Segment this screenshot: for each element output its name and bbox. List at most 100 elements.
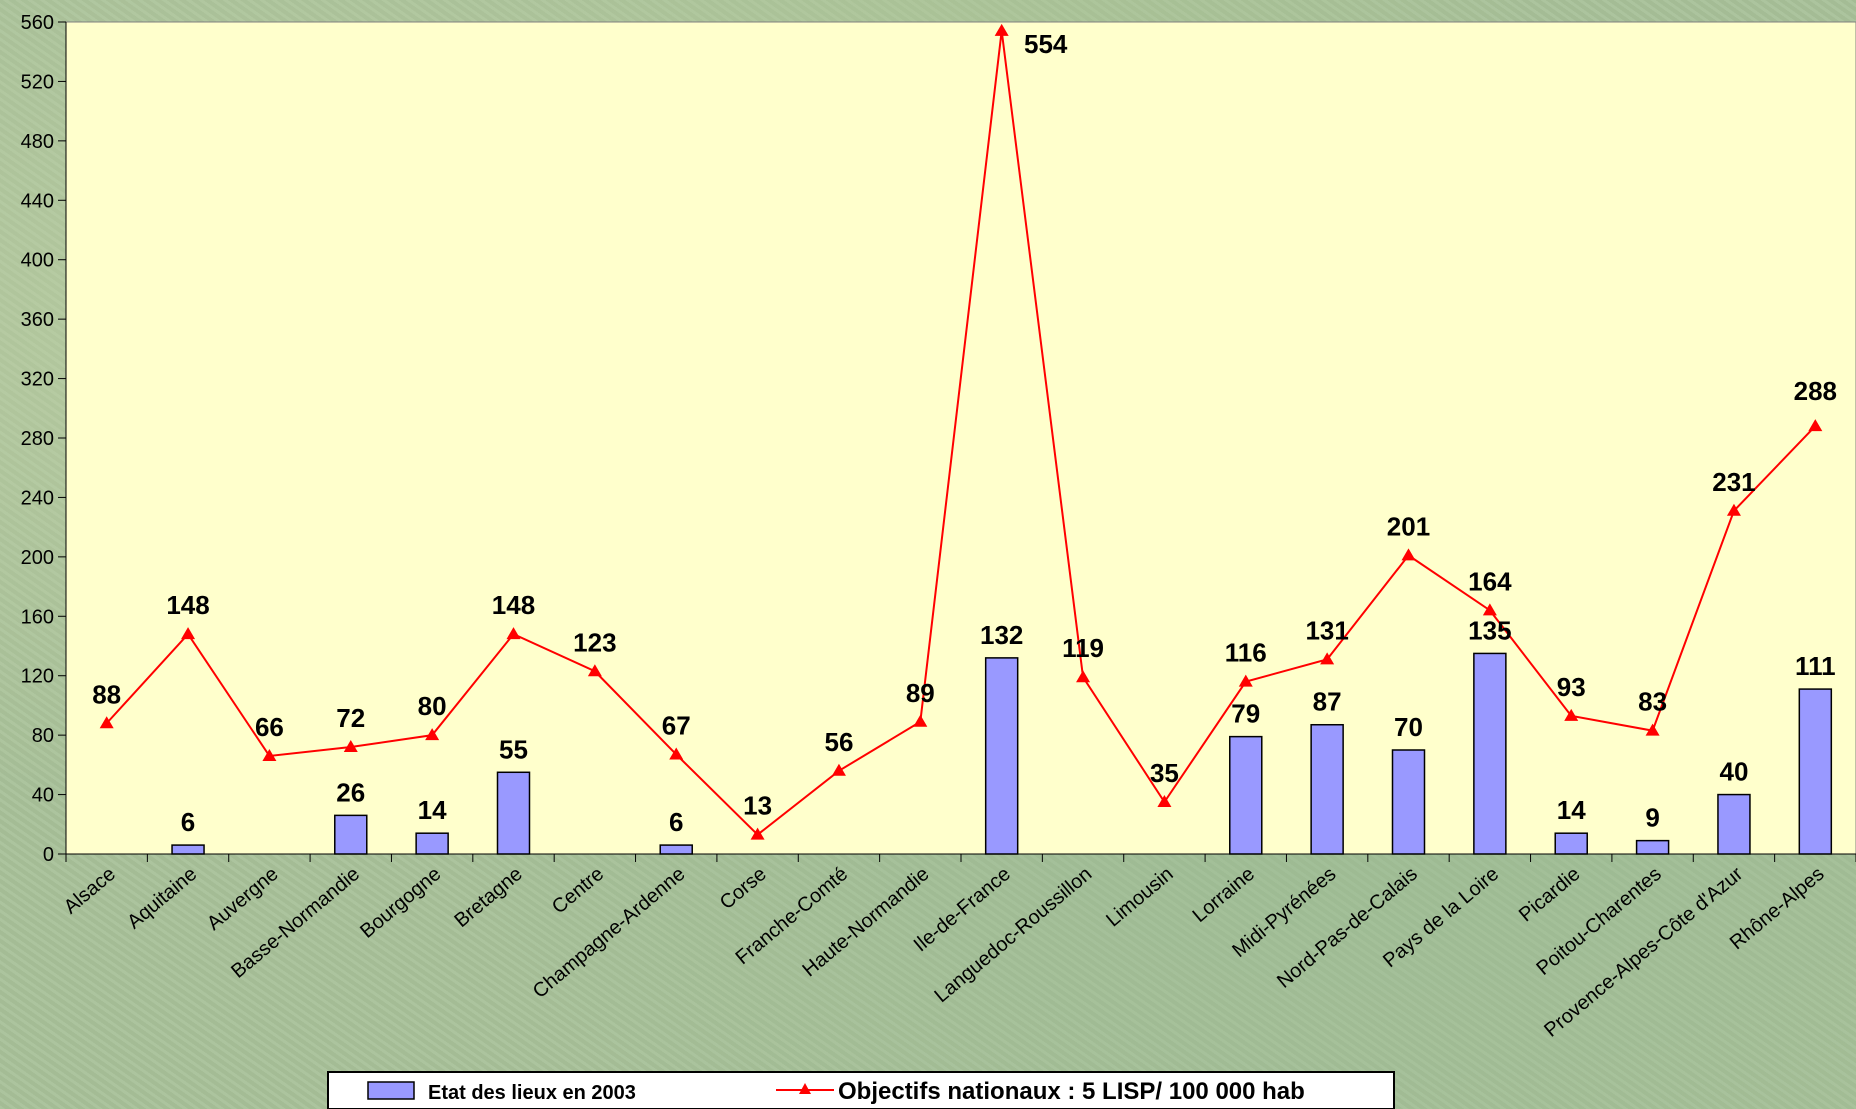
line-marker	[750, 827, 765, 840]
y-tick-label: 520	[21, 71, 54, 93]
line-value-label: 231	[1712, 467, 1755, 497]
y-tick-label: 360	[21, 309, 54, 331]
line-value-label: 93	[1557, 672, 1586, 702]
line-value-label: 123	[573, 627, 616, 657]
line-marker	[1320, 652, 1335, 665]
line-marker	[1808, 419, 1823, 432]
y-tick-label: 320	[21, 369, 54, 391]
y-tick-label: 480	[21, 131, 54, 153]
y-tick-label: 160	[21, 606, 54, 628]
y-tick-label: 120	[21, 666, 54, 688]
y-tick-label: 80	[32, 725, 54, 747]
line-value-label: 67	[662, 710, 691, 740]
line-marker	[994, 23, 1009, 36]
legend-box	[327, 1071, 1395, 1109]
line-value-label: 554	[1024, 29, 1068, 59]
bar	[1717, 793, 1751, 855]
bar	[334, 814, 368, 855]
bar-value-label: 79	[1231, 699, 1260, 729]
bar	[1798, 688, 1833, 855]
bar	[1310, 723, 1344, 855]
x-axis: Alsace Aquitaine AuvergneBasse-NormandieBo…	[60, 853, 1856, 1042]
bar-value-label: 6	[669, 807, 683, 837]
bar	[1473, 652, 1507, 855]
line-marker	[181, 627, 196, 640]
x-tick-label: Alsace	[60, 863, 120, 918]
line-marker	[1157, 795, 1172, 807]
x-tick-label: Centre	[548, 863, 608, 918]
line-marker	[587, 664, 602, 677]
bar-value-label: 40	[1719, 757, 1748, 787]
line-marker	[262, 748, 277, 761]
line-value-label: 80	[418, 691, 447, 721]
y-tick-label: 560	[21, 12, 54, 34]
legend-line-label: Objectifs nationaux : 5 LISP/ 100 000 ha…	[838, 1078, 1305, 1105]
x-tick-label: Limousin	[1102, 863, 1177, 931]
bar	[1554, 832, 1588, 855]
objectives-line	[105, 30, 1817, 837]
line-value-label: 88	[92, 679, 121, 709]
line-marker	[831, 763, 846, 776]
bar	[496, 771, 531, 855]
line-marker	[669, 747, 684, 760]
line-value-label: 201	[1387, 511, 1430, 541]
line-value-label: 288	[1794, 376, 1837, 406]
x-tick-label: Auvergne	[203, 863, 283, 935]
line-value-label: 89	[906, 678, 935, 708]
bar-value-label: 135	[1468, 615, 1511, 645]
data-labels: 6 26 14 55 6 132 79 87 70 135 14 9 40 111 88 148 66 72 80 1…	[92, 29, 1837, 837]
line-marker	[343, 740, 358, 753]
bar-value-label: 26	[336, 777, 365, 807]
bar	[1391, 749, 1426, 855]
line-value-label: 13	[743, 791, 772, 821]
line-marker	[425, 728, 440, 741]
bar	[1229, 735, 1263, 855]
plot-area	[65, 21, 1856, 855]
y-axis: 0 40 80 120 160 200 240 280 320 360 400 440 480 520 56…	[21, 12, 67, 866]
y-tick-label: 200	[21, 547, 54, 569]
bar-value-label: 132	[980, 620, 1023, 650]
line-value-label: 72	[336, 703, 365, 733]
x-tick-label: Lorraine	[1189, 863, 1259, 927]
bar	[984, 657, 1019, 855]
bar-value-label: 55	[499, 734, 528, 764]
line-marker	[1564, 708, 1579, 721]
y-tick-label: 400	[21, 250, 54, 272]
line-value-label: 131	[1305, 615, 1348, 645]
x-tick-label: Aquitaine	[123, 863, 201, 933]
line-value-label: 164	[1468, 566, 1512, 596]
bar	[1635, 839, 1670, 855]
line-marker	[99, 716, 114, 729]
x-tick-label: Champagne-Ardenne	[529, 863, 690, 1003]
line-value-label: 66	[255, 712, 284, 742]
line-marker	[913, 714, 928, 727]
x-tick-label: Languedoc-Roussillon	[931, 863, 1097, 1007]
bar	[171, 844, 205, 855]
line-marker	[1726, 503, 1741, 516]
line-value-label: 148	[492, 590, 535, 620]
x-tick-label: Bourgogne	[356, 863, 445, 943]
bar-series	[171, 652, 1833, 855]
line-value-label: 116	[1225, 638, 1267, 668]
bar-value-label: 9	[1645, 803, 1659, 833]
y-tick-label: 40	[32, 785, 54, 807]
y-tick-label: 280	[21, 428, 54, 450]
line-marker	[1645, 723, 1660, 736]
x-tick-label: Nord-Pas-de-Calais	[1273, 863, 1422, 993]
line-marker	[1482, 603, 1497, 616]
bar-value-label: 111	[1795, 651, 1836, 681]
bar	[659, 844, 693, 855]
line-value-label: 148	[166, 590, 209, 620]
legend-bar-swatch	[367, 1081, 415, 1100]
line-value-label: 119	[1062, 633, 1104, 663]
x-tick-label: Corse	[716, 863, 771, 914]
x-tick-label: Picardie	[1515, 863, 1585, 926]
line-series	[99, 23, 1823, 840]
legend-line-marker	[799, 1083, 811, 1094]
line-marker	[1238, 674, 1253, 687]
bar-value-label: 87	[1313, 687, 1342, 717]
line-marker	[1076, 670, 1091, 683]
line-value-label: 56	[824, 727, 853, 757]
line-value-label: 35	[1150, 758, 1179, 788]
